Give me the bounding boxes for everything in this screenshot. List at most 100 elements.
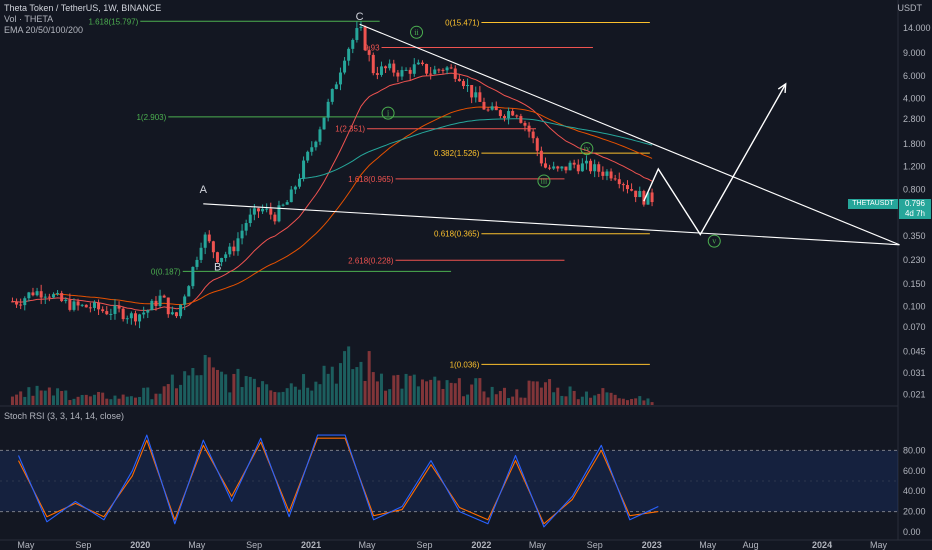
volume-bar-2 — [19, 391, 23, 405]
volume-bar-39 — [170, 374, 174, 405]
candle-body-62 — [265, 208, 269, 210]
price-tick-3: 4.000 — [903, 94, 926, 104]
stoch-rsi-band — [0, 449, 898, 513]
candle-body-19 — [88, 307, 92, 309]
wave-label-A: A — [200, 184, 208, 196]
volume-bar-100 — [420, 379, 424, 405]
candle-body-27 — [121, 308, 125, 320]
volume-bar-31 — [138, 396, 142, 405]
volume-bar-92 — [388, 389, 392, 405]
volume-bar-1 — [15, 394, 19, 405]
candle-body-23 — [105, 311, 109, 315]
wave-circle-iii — [537, 174, 551, 188]
candle-body-72 — [306, 151, 310, 161]
volume-bars — [10, 346, 654, 405]
candle-body-31 — [138, 314, 142, 322]
volume-bar-0 — [10, 396, 14, 405]
volume-bar-133 — [556, 387, 560, 405]
candle-body-71 — [302, 160, 306, 179]
wave-circle-v — [707, 234, 721, 248]
candle-body-53 — [228, 246, 232, 255]
candle-body-110 — [461, 81, 465, 87]
volume-bar-124 — [519, 397, 523, 405]
volume-bar-80 — [338, 363, 342, 405]
volume-bar-21 — [97, 391, 101, 405]
volume-bar-7 — [39, 390, 43, 405]
candle-body-156 — [650, 192, 654, 203]
candle-body-136 — [568, 162, 572, 171]
price-tick-4: 2.800 — [903, 114, 926, 124]
candle-body-68 — [289, 189, 293, 203]
candle-body-14 — [68, 299, 72, 310]
candle-body-140 — [584, 160, 588, 164]
candle-body-8 — [43, 296, 47, 298]
candle-body-37 — [162, 295, 166, 298]
volume-bar-121 — [507, 398, 511, 405]
volume-bar-47 — [203, 354, 207, 405]
candle-body-139 — [580, 163, 584, 172]
volume-bar-82 — [347, 346, 351, 405]
candle-body-143 — [597, 164, 601, 172]
price-tick-14: 0.045 — [903, 347, 926, 357]
candle-body-115 — [482, 101, 486, 110]
candle-body-55 — [236, 238, 240, 252]
time-axis: May Sep 2020 May Sep 2021 May Sep 2022 May Sep 2023… — [17, 540, 887, 550]
volume-bar-29 — [129, 396, 133, 405]
candle-body-112 — [470, 85, 474, 98]
volume-bar-76 — [322, 365, 326, 405]
time-tick-5: 2021 — [301, 540, 321, 550]
candle-body-42 — [183, 296, 187, 305]
candle-body-7 — [39, 291, 43, 298]
candle-body-81 — [343, 60, 347, 73]
volume-bar-120 — [502, 387, 506, 405]
volume-bar-136 — [568, 386, 572, 405]
volume-bar-143 — [597, 393, 601, 405]
fib-label-7: 9.93 — [364, 43, 380, 52]
fib-label-0: 1.618(15.797) — [88, 17, 138, 26]
volume-bar-15 — [72, 398, 76, 405]
stoch-d-line — [18, 437, 659, 525]
stoch-tick-0: 80.00 — [903, 445, 926, 455]
volume-bar-115 — [482, 391, 486, 405]
volume-bar-77 — [326, 373, 330, 405]
candle-body-153 — [638, 191, 642, 198]
price-tick-12: 0.100 — [903, 302, 926, 312]
volume-bar-37 — [162, 386, 166, 405]
volume-bar-137 — [572, 390, 576, 405]
candle-body-61 — [261, 208, 265, 212]
candle-body-3 — [23, 298, 27, 306]
candle-body-80 — [338, 72, 342, 85]
candle-body-125 — [523, 122, 527, 126]
stoch-rsi-lines — [17, 434, 659, 528]
volume-bar-146 — [609, 392, 613, 405]
volume-bar-78 — [330, 366, 334, 405]
candle-body-30 — [133, 313, 137, 322]
volume-bar-23 — [105, 398, 109, 405]
candle-body-144 — [601, 171, 605, 176]
volume-bar-38 — [166, 384, 170, 405]
volume-bar-46 — [199, 375, 203, 405]
volume-bar-5 — [31, 395, 35, 405]
candle-body-84 — [355, 28, 359, 40]
candle-body-57 — [244, 223, 248, 231]
volume-legend: Vol · THETA — [4, 14, 54, 24]
candle-body-85 — [359, 26, 363, 29]
ticker-symbol-badge: THETAUSDT — [848, 199, 898, 209]
volume-bar-110 — [461, 396, 465, 405]
wave-circle-iv — [580, 142, 594, 156]
volume-bar-85 — [359, 361, 363, 405]
volume-bar-83 — [351, 369, 355, 405]
volume-bar-44 — [191, 367, 195, 405]
fib-label-3: 0(15.471) — [445, 18, 480, 27]
candle-body-102 — [429, 73, 433, 75]
volume-bar-105 — [441, 388, 445, 405]
candle-body-26 — [117, 305, 121, 309]
price-tick-10: 0.230 — [903, 255, 926, 265]
volume-bar-97 — [408, 375, 412, 405]
candle-body-74 — [314, 141, 318, 148]
volume-bar-156 — [650, 402, 654, 405]
volume-bar-63 — [269, 390, 273, 405]
